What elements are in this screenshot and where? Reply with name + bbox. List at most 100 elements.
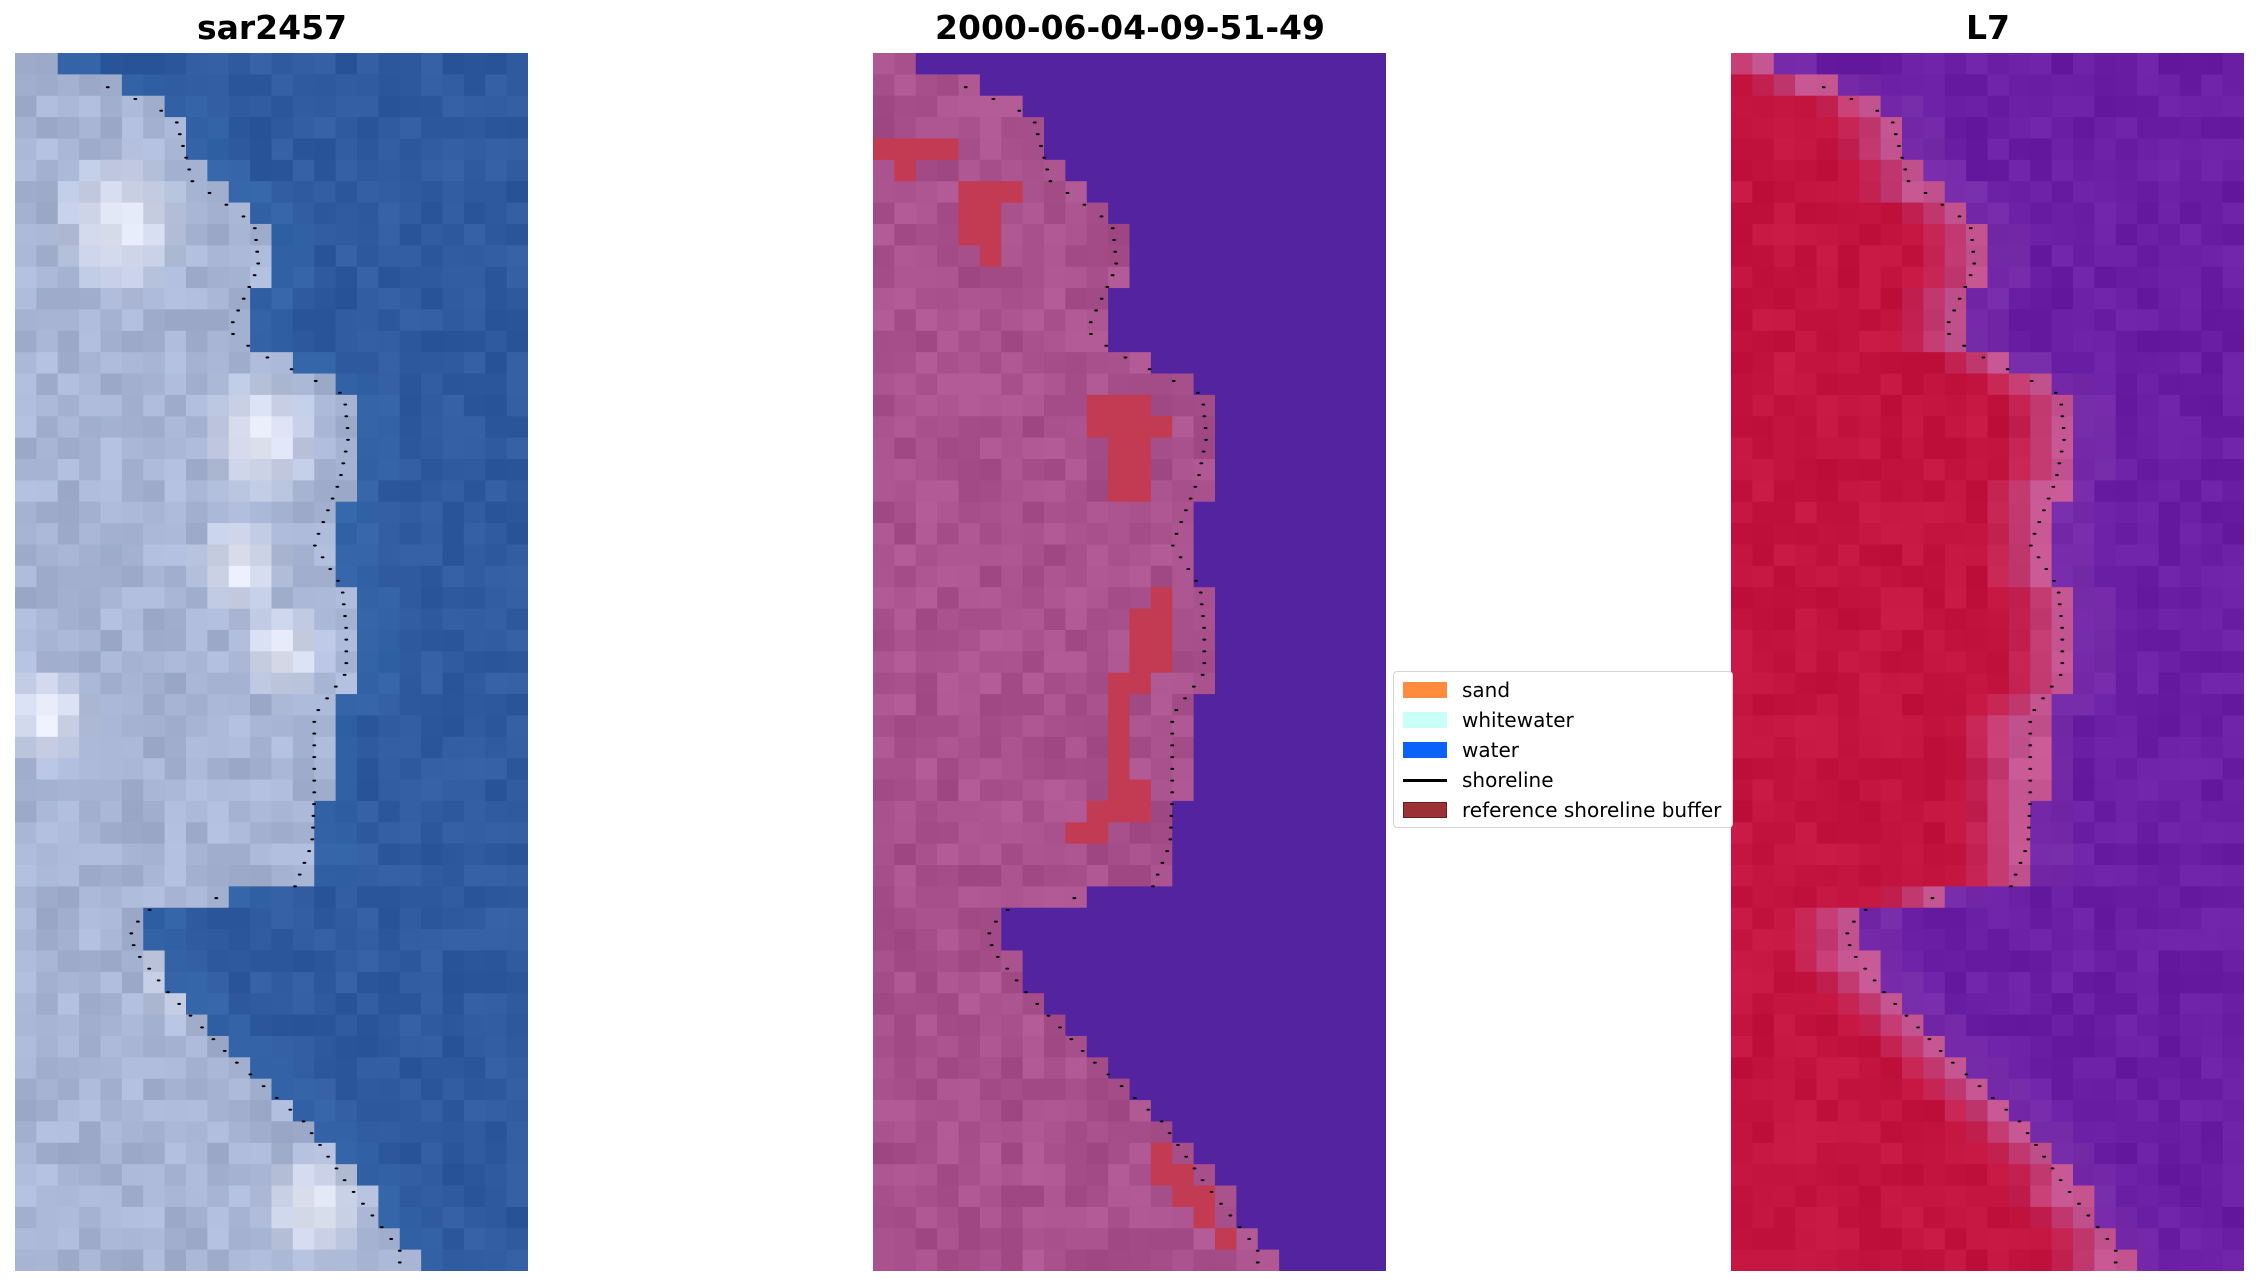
image-pixel — [207, 544, 230, 567]
image-pixel — [979, 373, 1002, 396]
image-pixel — [1044, 929, 1066, 951]
image-pixel — [1044, 587, 1066, 610]
shoreline-point — [137, 955, 142, 958]
image-pixel — [228, 993, 251, 1016]
image-pixel — [292, 1206, 315, 1229]
image-pixel — [36, 1142, 59, 1165]
image-pixel — [1086, 758, 1109, 780]
image-pixel — [937, 181, 959, 204]
image-pixel — [207, 1057, 230, 1080]
image-pixel — [15, 373, 37, 396]
shoreline-point — [328, 567, 333, 571]
image-pixel — [378, 1142, 401, 1165]
image-pixel — [207, 266, 230, 289]
image-pixel — [1236, 1249, 1259, 1271]
image-pixel — [79, 1057, 101, 1080]
image-pixel — [1300, 587, 1323, 610]
shoreline-point — [1168, 838, 1173, 841]
image-pixel — [937, 95, 959, 118]
image-pixel — [1065, 501, 1088, 524]
image-pixel — [143, 971, 166, 994]
image-pixel — [79, 330, 101, 353]
shoreline-point — [2028, 791, 2033, 794]
shoreline-point — [318, 1143, 322, 1146]
image-pixel — [100, 1035, 123, 1058]
image-pixel — [250, 245, 272, 268]
image-pixel — [915, 53, 938, 75]
image-pixel — [463, 950, 486, 973]
image-pixel — [1044, 181, 1066, 204]
image-pixel — [1923, 437, 1946, 460]
image-pixel — [1773, 694, 1796, 716]
image-pixel — [1300, 694, 1323, 716]
image-pixel — [2051, 907, 2074, 930]
image-pixel — [958, 1249, 981, 1271]
image-pixel — [292, 822, 315, 845]
image-pixel — [2051, 886, 2074, 909]
image-pixel — [2179, 800, 2202, 823]
image-pixel — [1773, 223, 1796, 246]
image-pixel — [186, 1078, 208, 1101]
image-pixel — [186, 437, 208, 460]
image-pixel — [2094, 1014, 2117, 1037]
image-pixel — [2073, 715, 2095, 738]
image-pixel — [36, 223, 59, 246]
image-pixel — [1816, 1057, 1839, 1080]
image-pixel — [2179, 565, 2202, 588]
image-pixel — [873, 245, 895, 268]
image-pixel — [2158, 288, 2181, 310]
image-pixel — [485, 694, 508, 716]
image-pixel — [2137, 758, 2159, 780]
image-pixel — [2201, 74, 2224, 97]
image-pixel — [1193, 74, 1216, 97]
image-pixel — [937, 330, 959, 353]
image-pixel — [1022, 459, 1045, 481]
image-pixel — [1944, 394, 1967, 417]
image-pixel — [2201, 1185, 2224, 1208]
image-pixel — [937, 800, 959, 823]
image-pixel — [1944, 159, 1967, 182]
image-pixel — [79, 159, 101, 182]
image-pixel — [2008, 1100, 2031, 1122]
image-pixel — [1065, 929, 1088, 951]
image-pixel — [250, 1014, 272, 1037]
image-pixel — [1816, 1078, 1839, 1101]
image-pixel — [1236, 971, 1259, 994]
image-pixel — [442, 117, 465, 139]
image-pixel — [100, 117, 123, 139]
image-pixel — [143, 1249, 166, 1271]
image-pixel — [1065, 1142, 1088, 1165]
image-pixel — [1880, 1014, 1903, 1037]
image-pixel — [1773, 159, 1796, 182]
image-pixel — [57, 971, 80, 994]
image-pixel — [314, 480, 337, 503]
image-pixel — [1944, 1100, 1967, 1122]
image-pixel — [1966, 672, 1988, 695]
image-pixel — [207, 672, 230, 695]
image-pixel — [1215, 223, 1237, 246]
image-pixel — [250, 501, 272, 524]
image-pixel — [1966, 1057, 1988, 1080]
image-pixel — [1108, 1078, 1130, 1101]
image-pixel — [506, 672, 528, 695]
image-pixel — [36, 1121, 59, 1144]
image-pixel — [463, 822, 486, 845]
image-pixel — [485, 138, 508, 161]
image-pixel — [2137, 394, 2159, 417]
image-pixel — [121, 865, 144, 887]
image-pixel — [1001, 929, 1024, 951]
image-pixel — [378, 74, 401, 97]
image-pixel — [463, 907, 486, 930]
image-pixel — [2115, 309, 2138, 332]
image-pixel — [314, 544, 337, 567]
image-pixel — [2137, 352, 2159, 374]
image-pixel — [1279, 1057, 1301, 1080]
image-pixel — [1193, 373, 1216, 396]
image-pixel — [1150, 138, 1173, 161]
image-pixel — [228, 1164, 251, 1186]
image-pixel — [1731, 1121, 1753, 1144]
image-pixel — [399, 394, 422, 417]
shoreline-point — [310, 838, 315, 841]
image-pixel — [100, 459, 123, 481]
image-pixel — [915, 309, 938, 332]
